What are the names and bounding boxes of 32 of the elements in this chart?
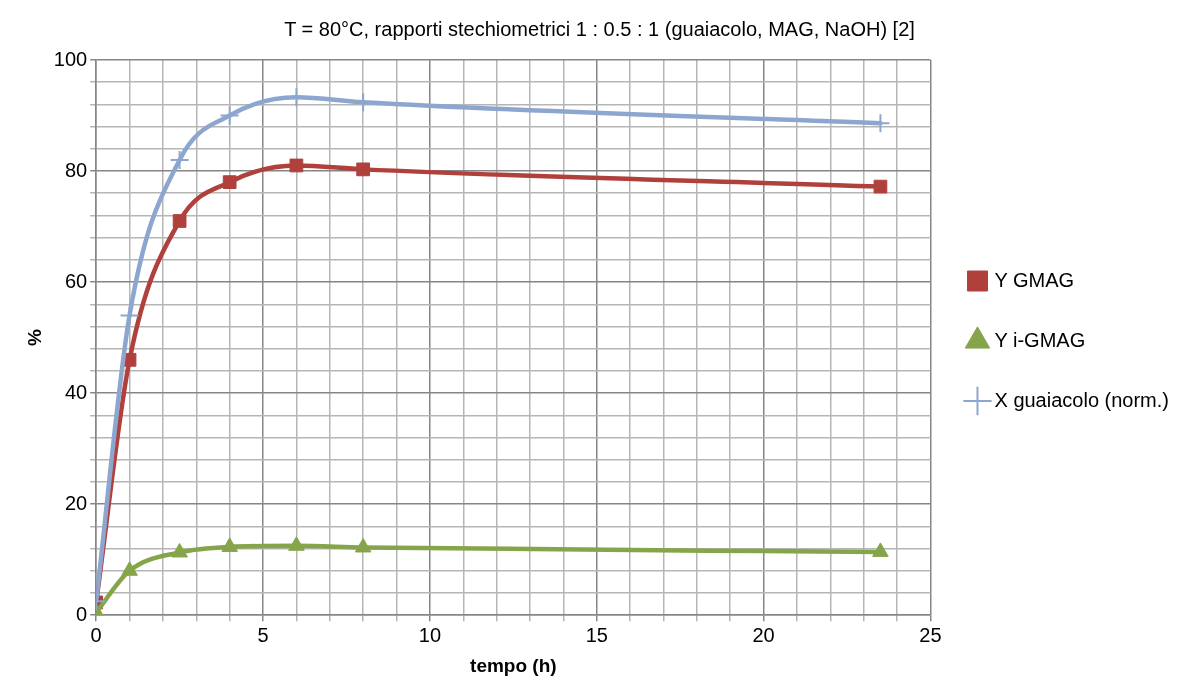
y-tick-label: 20 bbox=[64, 491, 88, 514]
point bbox=[872, 542, 889, 557]
y-tick-label: 100 bbox=[53, 47, 88, 70]
point bbox=[171, 542, 188, 558]
x-tick-label: 25 bbox=[919, 623, 942, 646]
point bbox=[356, 162, 371, 177]
y-tick-label: 80 bbox=[64, 158, 88, 181]
point bbox=[119, 305, 140, 326]
x-tick-label: 10 bbox=[418, 623, 442, 646]
point bbox=[354, 537, 372, 553]
point bbox=[289, 158, 304, 173]
point bbox=[121, 561, 138, 576]
x-axis-title: tempo (h) bbox=[470, 654, 557, 676]
point bbox=[221, 537, 238, 552]
y-tick-label: 60 bbox=[64, 269, 88, 292]
point bbox=[222, 175, 237, 190]
legend-label: Y i-GMAG bbox=[994, 328, 1086, 351]
legend-label: Y GMAG bbox=[994, 268, 1075, 291]
point bbox=[172, 214, 187, 228]
x-tick-label: 20 bbox=[752, 623, 775, 646]
y-axis-title: % bbox=[23, 329, 45, 347]
point bbox=[169, 149, 190, 170]
y-tick-label: 0 bbox=[76, 602, 88, 625]
x-tick-label: 5 bbox=[257, 623, 269, 646]
point bbox=[288, 536, 305, 551]
x-tick-label: 15 bbox=[585, 623, 608, 646]
point bbox=[219, 105, 240, 126]
chart-title: T = 80°C, rapporti stechiometrici 1 : 0.5 : 1 (guaiacolo, MAG, NaOH) [2] bbox=[284, 17, 915, 40]
legend-label: X guaiacolo (norm.) bbox=[994, 388, 1170, 411]
x-tick-label: 0 bbox=[90, 623, 102, 646]
point bbox=[873, 179, 888, 194]
y-tick-label: 40 bbox=[64, 380, 88, 403]
